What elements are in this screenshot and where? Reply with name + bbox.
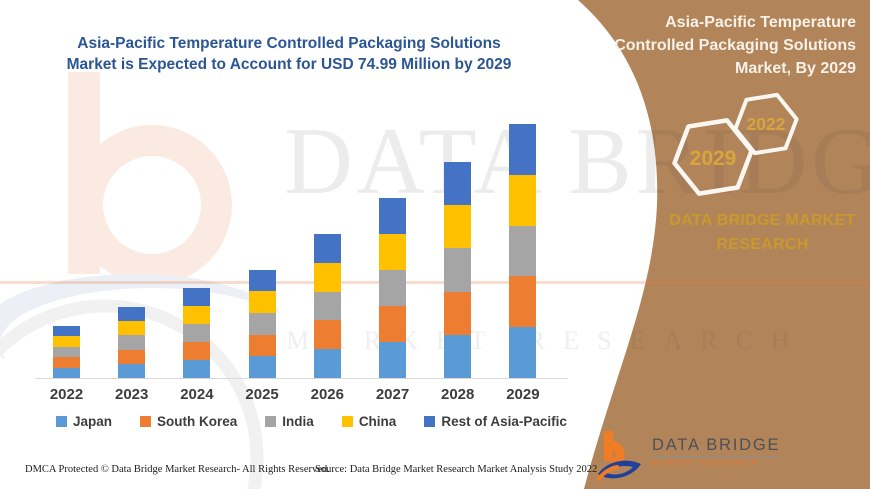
legend-label: India [282,414,314,429]
legend-swatch [140,416,152,427]
chart-legend: Japan South Korea India China Rest of Asia-P… [56,414,567,429]
x-axis-label-2027: 2027 [375,386,410,403]
legend-swatch [56,416,67,427]
legend-item-japan: Japan [56,414,112,429]
source-note: Source: Data Bridge Market Research Mark… [315,464,598,475]
bar-segment-china [444,205,472,249]
bar-segment-china [379,234,406,271]
data-bridge-logo-icon [597,431,641,481]
brand-wordmark-line1: DATA BRIDGE MARKET [669,212,856,229]
bar-segment-china [53,336,80,347]
hexagon-2029-label: 2029 [690,147,737,170]
legend-label: China [358,414,397,429]
bar-segment-india [248,312,276,335]
brand-wordmark: DATA BRIDGE MARKET RESEARCH [655,209,870,257]
bar-column-2024 [183,288,211,378]
bar-segment-india [183,324,211,343]
bar-segment-china [183,306,211,325]
bar-segment-rest-of-asia-pacific [379,198,406,235]
legend-label: Rest of Asia-Pacific [441,414,567,429]
bar-segment-china [509,174,537,226]
right-panel-title-line2: Controlled Packaging Solutions [614,37,856,54]
legend-item-rest-of-asia-pacific: Rest of Asia-Pacific [424,414,567,429]
bar-column-2028 [444,161,472,378]
bar-segment-south-korea [118,349,146,364]
bar-segment-india [313,291,341,321]
bar-segment-rest-of-asia-pacific [53,325,80,337]
bar-column-2027 [379,198,406,378]
logo-subtitle: MARKET RESEARCH [652,460,759,467]
bar-segment-japan [444,334,472,378]
bar-column-2023 [118,306,146,378]
dmca-notice: DMCA Protected © Data Bridge Market Rese… [25,464,330,475]
legend-label: South Korea [157,414,238,429]
x-axis-label-2022: 2022 [49,386,84,403]
bar-segment-india [509,225,537,277]
right-panel-title-line3: Market, By 2029 [735,60,856,77]
x-axis-label-2028: 2028 [441,386,475,403]
hexagon-2022-label: 2022 [747,114,786,134]
x-axis-label-2023: 2023 [115,386,149,403]
data-bridge-logo: DATA BRIDGE MARKET RESEARCH [597,429,781,483]
brand-wordmark-line2: RESEARCH [716,236,809,253]
legend-swatch [424,416,436,427]
logo-texts: DATA BRIDGE MARKET RESEARCH [652,429,781,467]
bar-segment-south-korea [313,320,341,350]
bar-segment-china [118,321,146,336]
bar-segment-rest-of-asia-pacific [183,288,211,307]
bar-segment-south-korea [248,334,276,357]
legend-swatch [341,416,353,427]
bar-segment-china [248,291,276,313]
legend-item-south-korea: South Korea [140,414,237,429]
hexagon-badges: 2029 2022 [672,92,799,196]
bar-segment-japan [183,360,211,378]
bar-segment-south-korea [53,357,80,368]
bar-segment-rest-of-asia-pacific [509,124,537,175]
x-axis-label-2029: 2029 [506,386,540,403]
bar-segment-south-korea [379,306,406,343]
bar-segment-japan [248,356,276,378]
bar-column-2029 [509,124,537,378]
bar-column-2026 [313,234,341,378]
x-axis-label-2024: 2024 [180,386,214,403]
x-axis-label-2026: 2026 [310,386,344,403]
chart-title-line2: Market is Expected to Account for USD 74… [66,56,512,73]
bar-segment-india [444,248,472,292]
logo-name: DATA BRIDGE [652,436,781,458]
bar-segment-india [118,335,146,350]
x-axis-label-2025: 2025 [245,386,279,403]
bar-segment-japan [53,367,80,378]
bar-segment-south-korea [183,342,211,361]
bar-segment-china [313,262,341,292]
bar-segment-rest-of-asia-pacific [444,161,472,206]
bar-segment-india [379,270,406,307]
legend-item-china: China [341,414,397,429]
bar-segment-rest-of-asia-pacific [118,306,146,322]
bar-plot [35,95,568,379]
bar-segment-south-korea [444,291,472,335]
bar-segment-india [53,346,80,358]
bar-segment-japan [509,327,537,378]
legend-swatch [265,416,277,427]
bar-column-2022 [53,325,80,378]
chart-title-line1: Asia-Pacific Temperature Controlled Pack… [77,35,501,52]
bar-segment-japan [118,363,146,378]
right-panel-title: Asia-Pacific Temperature Controlled Pack… [566,11,856,80]
bar-segment-rest-of-asia-pacific [313,234,341,263]
legend-label: Japan [73,414,113,429]
bar-segment-japan [379,342,406,378]
right-panel-title-line1: Asia-Pacific Temperature [665,14,856,31]
legend-item-india: India [265,414,314,429]
bar-segment-japan [313,349,341,378]
chart-title: Asia-Pacific Temperature Controlled Pack… [18,33,560,75]
bar-segment-south-korea [509,276,537,328]
bar-segment-rest-of-asia-pacific [248,269,276,292]
bar-column-2025 [248,269,276,378]
